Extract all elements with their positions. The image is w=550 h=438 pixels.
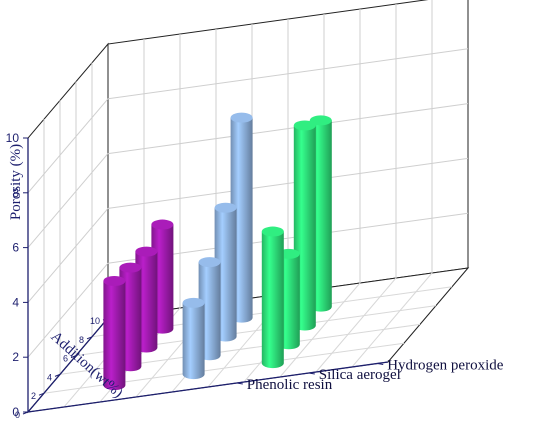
x-tick-label: 6 bbox=[63, 354, 68, 364]
bar-cap bbox=[230, 112, 253, 123]
floor-gridline bbox=[279, 282, 361, 378]
bar bbox=[182, 297, 205, 380]
bar bbox=[261, 226, 284, 369]
z-tick-label: 6 bbox=[12, 241, 19, 255]
bar-cap bbox=[151, 219, 174, 230]
bar bbox=[103, 275, 126, 391]
x-tick-mark bbox=[86, 336, 93, 340]
floor-gridline bbox=[315, 277, 397, 373]
bar-cap bbox=[198, 257, 221, 268]
bar-cap bbox=[135, 246, 158, 257]
z-tick-label: 2 bbox=[12, 350, 19, 364]
z-tick-label: 0 bbox=[12, 405, 19, 419]
x-tick-label: 0 bbox=[15, 410, 20, 420]
x-tick-label: 10 bbox=[90, 316, 100, 326]
z-gridline bbox=[27, 153, 109, 248]
x-tick-mark bbox=[38, 392, 45, 396]
x-tick-label: 2 bbox=[31, 391, 36, 401]
z-gridline bbox=[27, 98, 109, 194]
z-tick-label: 8 bbox=[12, 186, 19, 200]
z-gridline bbox=[27, 262, 109, 358]
bar-cap bbox=[119, 262, 142, 273]
x-tick-mark bbox=[70, 355, 77, 359]
floor-gridline bbox=[351, 272, 433, 368]
x-tick-label: 8 bbox=[79, 335, 84, 345]
series-tick-mark bbox=[308, 372, 315, 375]
x-tick-mark bbox=[54, 373, 61, 377]
bar-body bbox=[261, 231, 284, 369]
series-label: Silica aerogel bbox=[319, 367, 401, 383]
bars bbox=[103, 112, 332, 391]
bar-cap bbox=[182, 297, 205, 308]
bar-cap bbox=[103, 275, 126, 286]
bar-cap bbox=[293, 120, 316, 131]
z-gridline bbox=[27, 208, 109, 303]
bar-cap bbox=[261, 226, 284, 237]
y-axis-line bbox=[27, 361, 389, 413]
x-tick-mark bbox=[22, 411, 29, 415]
bar-cap bbox=[214, 202, 237, 213]
z-tick-label: 4 bbox=[12, 295, 19, 309]
series-label: Hydrogen peroxide bbox=[387, 358, 504, 374]
series-tick-mark bbox=[377, 363, 384, 365]
bar-body bbox=[182, 302, 205, 380]
z-tick-label: 10 bbox=[6, 131, 20, 145]
x-axis-line bbox=[27, 317, 109, 413]
bar-cap bbox=[309, 115, 332, 126]
z-axis-title: Porosity (%) bbox=[8, 144, 24, 220]
series-tick-mark bbox=[236, 382, 243, 385]
bar-body bbox=[103, 280, 126, 391]
series-label: Phenolic resin bbox=[247, 377, 333, 393]
axes bbox=[22, 137, 389, 415]
x-tick-label: 4 bbox=[47, 372, 52, 382]
